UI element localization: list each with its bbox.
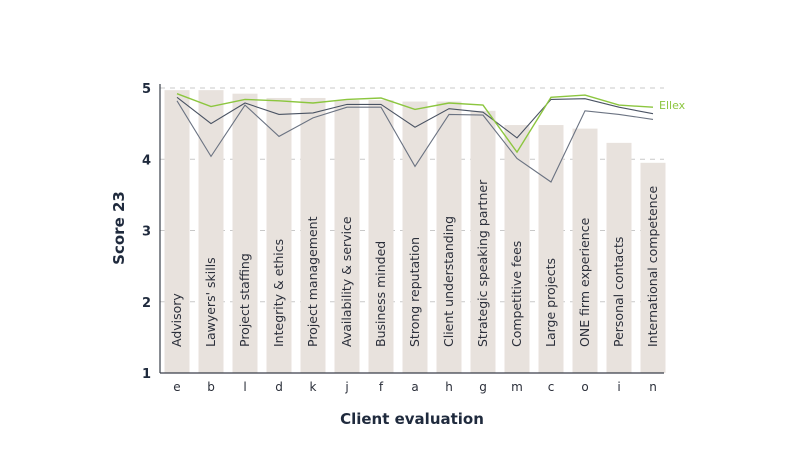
y-tick-labels: 1 2 3 4 5 bbox=[142, 82, 151, 382]
x-tick-label: c bbox=[548, 380, 555, 394]
x-tick-label: f bbox=[379, 380, 384, 394]
x-tick-label: d bbox=[275, 380, 283, 394]
bar-c bbox=[538, 125, 564, 373]
category-name-label: Integrity & ethics bbox=[271, 239, 286, 347]
x-tick-label: g bbox=[479, 380, 487, 394]
category-name-label: Availability & service bbox=[339, 216, 354, 347]
x-tick-label: h bbox=[445, 380, 453, 394]
x-tick-label: b bbox=[207, 380, 215, 394]
bar-j bbox=[334, 100, 360, 374]
series-lines: Ellex bbox=[176, 93, 686, 183]
bar-i bbox=[606, 142, 632, 373]
series-line bbox=[176, 100, 654, 183]
series-line-ellex bbox=[176, 93, 654, 154]
x-tick-label: e bbox=[173, 380, 180, 394]
y-tick-label: 1 bbox=[142, 367, 151, 382]
series-label-ellex: Ellex bbox=[659, 99, 686, 112]
category-name-label: Large projects bbox=[543, 258, 558, 347]
bar-h bbox=[436, 101, 462, 373]
x-tick-label: a bbox=[411, 380, 418, 394]
bar-e bbox=[164, 90, 190, 373]
bar-l bbox=[232, 93, 258, 373]
bar-d bbox=[266, 97, 292, 373]
x-tick-label: j bbox=[344, 380, 348, 394]
category-name-label: Advisory bbox=[169, 293, 184, 347]
category-name-label: Personal contacts bbox=[611, 237, 626, 347]
category-name-label: Client understanding bbox=[441, 216, 456, 347]
y-tick-label: 5 bbox=[142, 82, 151, 97]
x-tick-label: o bbox=[581, 380, 588, 394]
bar-n bbox=[640, 162, 666, 373]
x-tick-label: m bbox=[511, 380, 523, 394]
category-name-label: Strategic speaking partner bbox=[475, 179, 490, 347]
category-name-label: Project management bbox=[305, 216, 320, 347]
category-name-label: Strong reputation bbox=[407, 237, 422, 347]
series-line bbox=[176, 96, 654, 139]
category-name-label: Lawyers' skills bbox=[203, 257, 218, 347]
bar-m bbox=[504, 125, 530, 373]
category-labels: Advisory Lawyers' skills Project staffing I… bbox=[169, 179, 660, 347]
category-name-label: Competitive fees bbox=[509, 241, 524, 347]
y-axis-title: Score 23 bbox=[110, 191, 128, 265]
x-tick-label: i bbox=[617, 380, 620, 394]
x-tick-label: k bbox=[310, 380, 317, 394]
y-tick-label: 3 bbox=[142, 225, 151, 240]
category-name-label: International competence bbox=[645, 186, 660, 347]
category-name-label: Business minded bbox=[373, 241, 388, 347]
x-tick-label: n bbox=[649, 380, 657, 394]
bars bbox=[164, 90, 666, 374]
bar-a bbox=[402, 101, 428, 373]
bar-f bbox=[368, 100, 394, 374]
y-tick-label: 2 bbox=[142, 296, 151, 311]
x-tick-label: l bbox=[243, 380, 246, 394]
bar-o bbox=[572, 128, 598, 373]
category-name-label: Project staffing bbox=[237, 253, 252, 347]
bar-g bbox=[470, 110, 496, 374]
bar-k bbox=[300, 97, 326, 373]
category-name-label: ONE firm experience bbox=[577, 217, 592, 347]
y-tick-label: 4 bbox=[142, 153, 151, 168]
axes bbox=[159, 84, 664, 374]
x-axis-title: Client evaluation bbox=[340, 410, 484, 428]
bar-b bbox=[198, 90, 224, 373]
